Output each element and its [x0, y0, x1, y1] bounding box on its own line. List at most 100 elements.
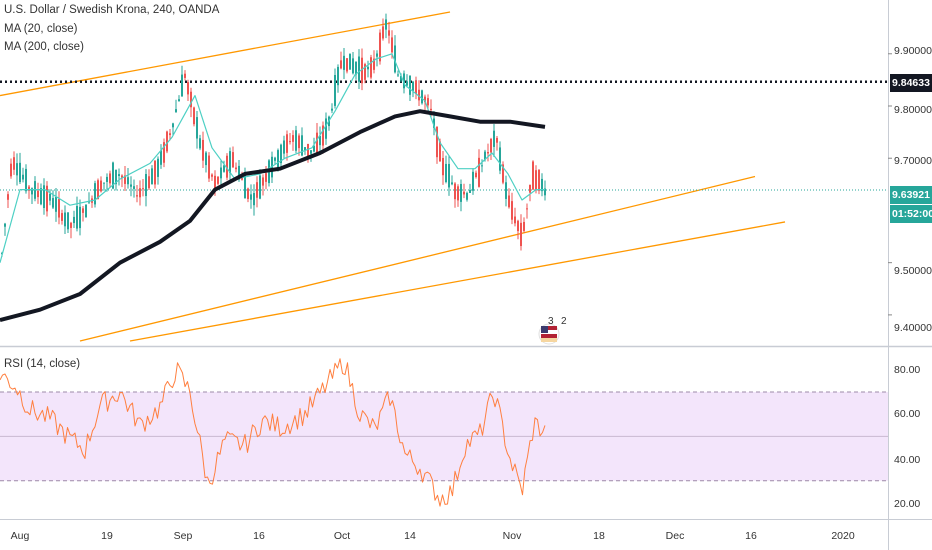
candle-body [262, 177, 264, 186]
candle-body [475, 172, 477, 178]
candle-body [502, 164, 504, 183]
candle-body [424, 96, 426, 103]
event-count-a: 3 [548, 316, 554, 327]
candle-body [331, 108, 333, 111]
candle-body [457, 186, 459, 201]
last-price-badge: 9.63921 [890, 186, 932, 204]
time-tick-label: 2020 [831, 530, 855, 542]
candle-body [289, 141, 291, 143]
candle-body [355, 61, 357, 75]
rsi-legend[interactable]: RSI (14, close) [4, 358, 81, 370]
candle-body [316, 132, 318, 154]
candle-body [499, 147, 501, 171]
time-tick-label: 18 [593, 530, 605, 542]
candle-body [124, 175, 126, 184]
candle-body [232, 152, 234, 168]
candle-body [136, 195, 138, 197]
candle-body [241, 176, 243, 180]
candle-body [487, 151, 489, 154]
horizontal-level-badge[interactable]: 9.84633 [890, 74, 932, 92]
rsi-tick-label: 60.00 [894, 408, 921, 420]
time-tick-label: Aug [10, 530, 30, 542]
time-tick-label: 16 [745, 530, 757, 542]
candle-body [100, 180, 102, 192]
candle-body [250, 194, 252, 200]
candle-body [22, 174, 24, 180]
rsi-line [0, 358, 546, 507]
candle-body [526, 208, 528, 210]
candle-body [37, 190, 39, 198]
candle-body [373, 58, 375, 70]
candle-body [145, 173, 147, 197]
candle-body [163, 142, 165, 163]
candle-body [394, 45, 396, 73]
candle-body [364, 64, 366, 80]
candle-body [187, 82, 189, 95]
candle-body [343, 55, 345, 70]
candle-body [466, 192, 468, 200]
candle-body [253, 193, 255, 206]
candle-body [235, 167, 237, 170]
ma200-legend[interactable]: MA (200, close) [4, 41, 84, 53]
candle-body [256, 182, 258, 198]
candle-body [67, 212, 69, 230]
candle-body [31, 188, 33, 195]
candle-body [178, 99, 180, 102]
economic-events[interactable]: 3 2 [536, 316, 568, 346]
candle-body [352, 58, 354, 74]
candle-body [532, 161, 534, 190]
rsi-tick-label: 80.00 [894, 364, 921, 376]
candle-body [301, 135, 303, 156]
candle-body [160, 150, 162, 165]
candle-body [25, 168, 27, 192]
candle-body [358, 56, 360, 82]
candle-body [202, 139, 204, 161]
candle-body [478, 157, 480, 187]
candle-body [313, 145, 315, 152]
candle-body [334, 74, 336, 106]
ma20-legend[interactable]: MA (20, close) [4, 23, 78, 35]
candle-body [535, 170, 537, 191]
candle-body [370, 57, 372, 78]
candle-body [388, 30, 390, 36]
time-tick-label: Sep [173, 530, 193, 542]
candle-body [517, 220, 519, 232]
candle-body [511, 201, 513, 220]
candle-body [169, 133, 171, 136]
rsi-tick-label: 20.00 [894, 498, 921, 510]
candle-body [79, 206, 81, 229]
candle-body [193, 107, 195, 125]
candle-body [469, 190, 471, 193]
price-tick-label: 9.40000 [894, 322, 932, 334]
candle-body [445, 163, 447, 183]
candle-body [427, 98, 429, 106]
candle-body [157, 158, 159, 177]
time-tick-label: Oct [333, 530, 351, 542]
candle-body [460, 184, 462, 202]
candle-body [259, 175, 261, 199]
candle-body [286, 134, 288, 153]
lower-trendline [129, 221, 786, 342]
candle-body [190, 91, 192, 108]
candle-body [403, 73, 405, 89]
middle-trendline [79, 175, 756, 342]
candle-body [217, 176, 219, 184]
candle-body [133, 186, 135, 189]
time-tick-label: Nov [502, 530, 522, 542]
candle-body [412, 81, 414, 91]
candle-body [46, 185, 48, 212]
price-tick-label: 9.70000 [894, 155, 932, 167]
candle-body [295, 130, 297, 151]
candle-body [94, 183, 96, 205]
candle-body [490, 138, 492, 153]
candle-body [514, 216, 516, 224]
symbol-legend[interactable]: U.S. Dollar / Swedish Krona, 240, OANDA [4, 4, 220, 16]
flag-icon [538, 323, 560, 345]
candle-body [103, 182, 105, 184]
candle-body [397, 74, 399, 76]
candle-body [97, 180, 99, 200]
candle-body [322, 125, 324, 146]
candle-body [454, 183, 456, 200]
candle-body [139, 188, 141, 198]
